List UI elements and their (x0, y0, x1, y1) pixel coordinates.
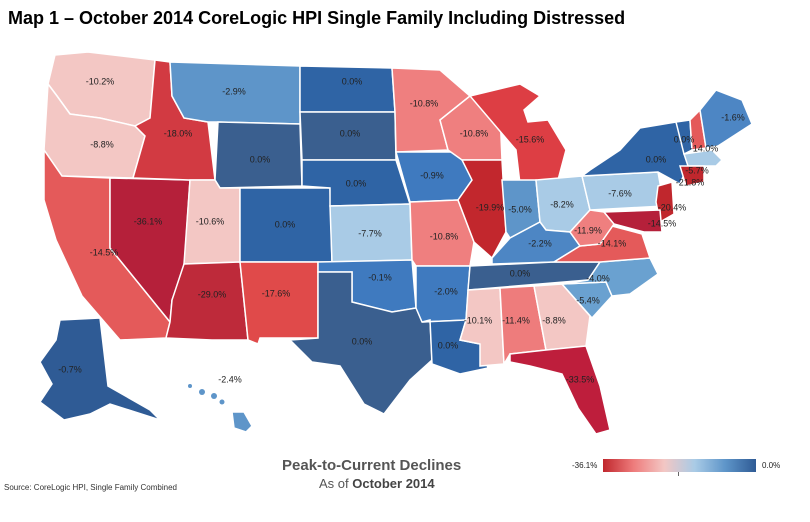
state-wy[interactable] (214, 121, 303, 189)
state-hi[interactable] (231, 411, 253, 433)
state-il[interactable] (457, 159, 507, 260)
state-value-me: -1.6% (721, 112, 745, 122)
state-value-pa: -7.6% (608, 188, 632, 198)
state-md[interactable] (602, 209, 663, 233)
state-value-tx: 0.0% (352, 336, 373, 346)
state-mi[interactable] (468, 83, 567, 185)
state-value-tn: 0.0% (510, 268, 531, 278)
state-ma[interactable] (683, 149, 724, 167)
state-value-nc: -4.0% (586, 273, 610, 283)
state-value-ny: 0.0% (646, 154, 667, 164)
state-value-oh: -8.2% (550, 199, 574, 209)
legend-subtitle-prefix: As of (319, 476, 353, 491)
state-value-ok: -0.1% (368, 272, 392, 282)
state-nd[interactable] (299, 65, 396, 113)
state-value-ar: -2.0% (434, 286, 458, 296)
state-me[interactable] (699, 89, 753, 149)
state-value-la: 0.0% (438, 340, 459, 350)
state-value-fl: -33.5% (566, 374, 595, 384)
state-value-mo: -10.8% (430, 231, 459, 241)
state-value-mt: -2.9% (222, 86, 246, 96)
state-value-vt: 0.0% (674, 134, 695, 144)
state-value-wv: -11.9% (574, 225, 602, 235)
state-value-nv: -36.1% (134, 216, 163, 226)
state-value-ks: -7.7% (358, 228, 382, 238)
state-value-ca: -14.5% (90, 247, 119, 257)
state-value-wi: -10.8% (460, 128, 489, 138)
state-value-ut: -10.6% (196, 216, 225, 226)
state-value-ga: -8.8% (542, 315, 566, 325)
state-value-ia: -0.9% (420, 170, 444, 180)
state-value-nm: -17.6% (262, 288, 291, 298)
state-value-ky: -2.2% (528, 238, 552, 248)
state-ct[interactable] (678, 165, 705, 187)
state-value-al: -11.4% (502, 315, 530, 325)
scale-min-label: -36.1% (572, 461, 598, 470)
legend-subtitle: As of October 2014 (319, 476, 435, 491)
state-fl[interactable] (509, 345, 611, 435)
state-value-id: -18.0% (164, 128, 193, 138)
state-value-va: -14.1% (598, 238, 627, 248)
state-value-wa: -10.2% (86, 76, 115, 86)
state-value-md: -14.5% (648, 218, 677, 228)
state-nm[interactable] (239, 261, 319, 345)
state-value-nh: -14.0% (690, 143, 719, 153)
scale-max-label: 0.0% (762, 461, 781, 470)
state-value-ma: -5.7% (685, 165, 709, 175)
legend-title: Peak-to-Current Declines (282, 457, 462, 474)
map-title: Map 1 – October 2014 CoreLogic HPI Singl… (8, 8, 626, 28)
state-ak[interactable] (38, 317, 161, 421)
state-value-in: -5.0% (508, 204, 532, 214)
state-value-co: 0.0% (275, 219, 296, 229)
state-value-mi: -15.6% (516, 134, 545, 144)
hawaii-islands (188, 384, 225, 405)
state-value-sc: -5.4% (576, 295, 600, 305)
color-scale-bar (603, 459, 756, 472)
state-value-ms: -10.1% (464, 315, 493, 325)
state-value-nj: -20.4% (658, 202, 687, 212)
state-value-az: -29.0% (198, 289, 227, 299)
state-value-ne: 0.0% (346, 178, 367, 188)
source-note: Source: CoreLogic HPI, Single Family Com… (4, 483, 177, 492)
state-tx[interactable] (288, 271, 433, 415)
state-value-mn: -10.8% (410, 98, 439, 108)
state-value-wy: 0.0% (250, 154, 271, 164)
state-value-hi: -2.4% (218, 374, 242, 384)
legend-subtitle-date: October 2014 (352, 476, 435, 491)
state-value-ct: -21.8% (676, 177, 705, 187)
state-value-ak: -0.7% (58, 364, 82, 374)
state-value-nd: 0.0% (342, 76, 363, 86)
color-scale-tick (678, 472, 679, 476)
state-value-sd: 0.0% (340, 128, 361, 138)
state-value-il: -19.9% (476, 202, 505, 212)
state-value-labels: -10.2%-8.8%-14.5%-36.1%-18.0%-2.9%0.0%-1… (58, 76, 745, 384)
state-value-or: -8.8% (90, 139, 114, 149)
